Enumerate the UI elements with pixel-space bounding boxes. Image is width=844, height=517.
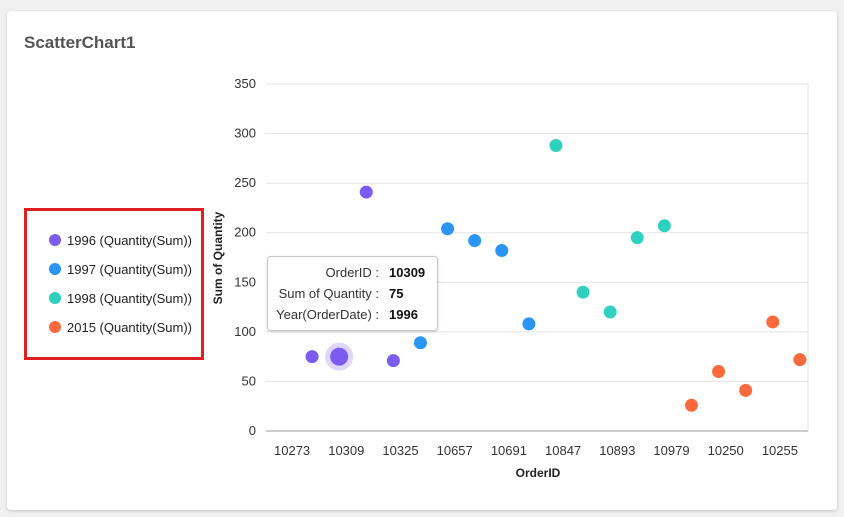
chart-grid: [266, 83, 809, 432]
y-tick-label: 0: [249, 423, 256, 438]
scatter-point[interactable]: [522, 317, 536, 331]
x-axis-label: OrderID: [516, 466, 561, 480]
tooltip-label: Year(OrderDate) :: [276, 307, 379, 322]
scatter-point[interactable]: [793, 353, 807, 367]
point-tooltip: OrderID : 10309 Sum of Quantity : 75 Yea…: [267, 256, 438, 331]
scatter-point[interactable]: [739, 383, 753, 397]
legend-item-1997[interactable]: 1997 (Quantity(Sum)): [49, 259, 192, 279]
scatter-point[interactable]: [359, 185, 373, 199]
y-tick-label: 100: [234, 324, 256, 339]
legend-label: 1996 (Quantity(Sum)): [67, 232, 192, 248]
scatter-point[interactable]: [468, 234, 482, 248]
scatter-point[interactable]: [305, 350, 319, 364]
widget-title: ScatterChart1: [24, 33, 136, 52]
legend-label: 1998 (Quantity(Sum)): [67, 290, 192, 306]
legend-label: 1997 (Quantity(Sum)): [67, 261, 192, 277]
scatter-point[interactable]: [576, 285, 590, 299]
y-tick-label: 250: [234, 175, 256, 190]
tooltip-row-year: Year(OrderDate) : 1996: [268, 307, 437, 325]
x-tick-label: 10273: [274, 443, 310, 458]
scatter-point[interactable]: [684, 398, 698, 412]
chart-axes: 0 50 100 150 200 250 300 350 10273 10309 10325 1065…: [234, 76, 798, 458]
legend-item-1996[interactable]: 1996 (Quantity(Sum)): [49, 230, 192, 250]
scatter-point[interactable]: [386, 354, 400, 368]
scatter-point[interactable]: [549, 138, 563, 152]
y-tick-label: 50: [242, 373, 256, 388]
scatter-point[interactable]: [766, 315, 780, 329]
tooltip-row-quantity: Sum of Quantity : 75: [268, 286, 437, 304]
chart-points: [305, 138, 807, 412]
x-tick-label: 10250: [708, 443, 744, 458]
scatter-point[interactable]: [657, 219, 671, 233]
tooltip-row-orderid: OrderID : 10309: [268, 265, 437, 283]
x-tick-label: 10847: [545, 443, 581, 458]
x-tick-label: 10979: [653, 443, 689, 458]
y-axis-label: Sum of Quantity: [211, 211, 225, 304]
legend-item-1998[interactable]: 1998 (Quantity(Sum)): [49, 288, 192, 308]
scatter-point[interactable]: [603, 305, 617, 319]
tooltip-value: 1996: [389, 307, 418, 322]
scatter-point[interactable]: [495, 244, 509, 258]
legend-label: 2015 (Quantity(Sum)): [67, 319, 192, 335]
scatter-point[interactable]: [330, 347, 349, 366]
x-tick-label: 10255: [762, 443, 798, 458]
scatter-point[interactable]: [712, 365, 726, 379]
tooltip-value: 75: [389, 286, 404, 301]
legend-marker: [49, 292, 61, 304]
scatter-point[interactable]: [630, 231, 644, 245]
tooltip-label: OrderID :: [325, 265, 379, 280]
tooltip-value: 10309: [389, 265, 426, 280]
tooltip-label: Sum of Quantity :: [278, 286, 379, 301]
x-tick-label: 10309: [328, 443, 364, 458]
legend-marker: [49, 263, 61, 275]
x-tick-label: 10325: [382, 443, 418, 458]
x-tick-label: 10893: [599, 443, 635, 458]
y-tick-label: 300: [234, 126, 256, 141]
legend-marker: [49, 234, 61, 246]
x-tick-label: 10691: [491, 443, 527, 458]
scatter-point[interactable]: [413, 336, 427, 350]
scatter-point[interactable]: [441, 222, 455, 236]
y-tick-label: 200: [234, 225, 256, 240]
y-tick-label: 350: [234, 76, 256, 91]
x-tick-label: 10657: [437, 443, 473, 458]
legend-marker: [49, 321, 61, 333]
y-tick-label: 150: [234, 274, 256, 289]
legend: 1996 (Quantity(Sum)) 1997 (Quantity(Sum)…: [24, 208, 204, 360]
legend-item-2015[interactable]: 2015 (Quantity(Sum)): [49, 317, 192, 337]
